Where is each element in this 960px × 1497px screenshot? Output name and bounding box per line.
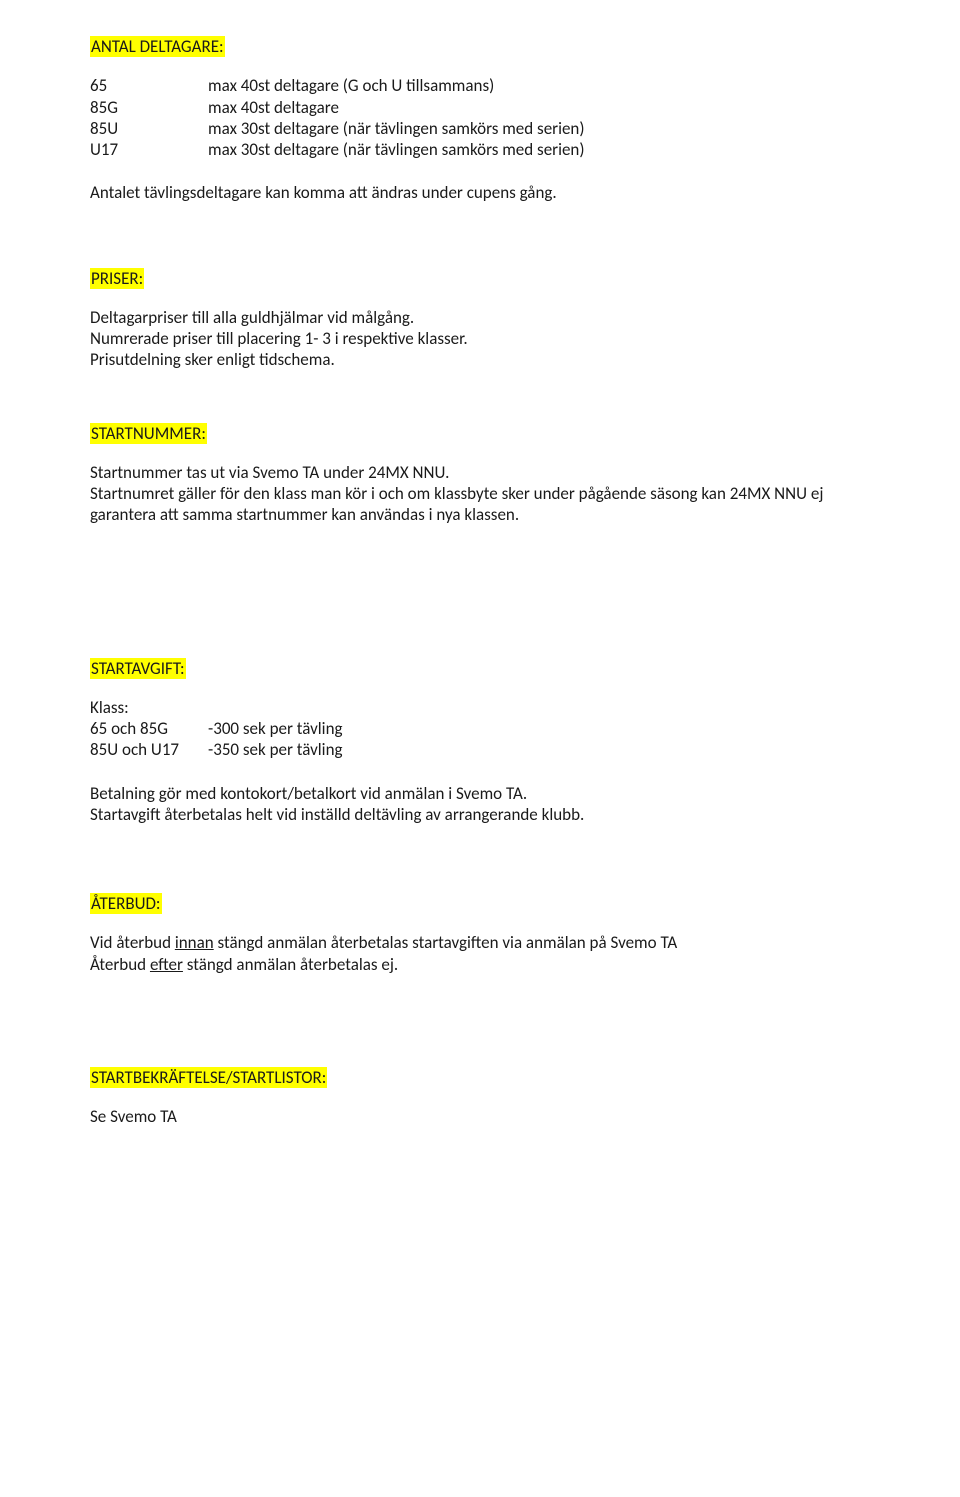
- section-heading-startavgift: STARTAVGIFT:: [90, 658, 870, 679]
- deltagare-rows: 65 max 40st deltagare (G och U tillsamma…: [90, 75, 870, 160]
- aterbud-line1: Vid återbud innan stängd anmälan återbet…: [90, 932, 870, 953]
- heading-text: ANTAL DELTAGARE:: [90, 36, 225, 57]
- aterbud-line2-post: stängd anmälan återbetalas ej.: [183, 954, 398, 975]
- aterbud-line2-pre: Återbud: [90, 954, 150, 975]
- deltagare-val: max 30st deltagare (när tävlingen samkör…: [208, 139, 870, 160]
- priser-line: Deltagarpriser till alla guldhjälmar vid…: [90, 307, 870, 328]
- heading-text: PRISER:: [90, 268, 144, 289]
- aterbud-line1-post: stängd anmälan återbetalas startavgiften…: [214, 932, 678, 953]
- deltagare-row: 85U max 30st deltagare (när tävlingen sa…: [90, 118, 870, 139]
- aterbud-line2: Återbud efter stängd anmälan återbetalas…: [90, 954, 870, 975]
- heading-text: STARTAVGIFT:: [90, 658, 186, 679]
- klass-label: Klass:: [90, 697, 870, 718]
- startavgift-note-line: Startavgift återbetalas helt vid inställ…: [90, 804, 870, 825]
- startnummer-line2: Startnumret gäller för den klass man kör…: [90, 483, 870, 526]
- section-heading-startbekraftelse: STARTBEKRÄFTELSE/STARTLISTOR:: [90, 1067, 870, 1088]
- section-heading-priser: PRISER:: [90, 268, 870, 289]
- deltagare-key: 85G: [90, 97, 208, 118]
- deltagare-row: U17 max 30st deltagare (när tävlingen sa…: [90, 139, 870, 160]
- fee-key: 65 och 85G: [90, 718, 208, 739]
- deltagare-key: U17: [90, 139, 208, 160]
- priser-line: Prisutdelning sker enligt tidschema.: [90, 349, 870, 370]
- aterbud-line2-underline: efter: [150, 954, 183, 975]
- deltagare-val: max 40st deltagare: [208, 97, 870, 118]
- startbekraftelse-line: Se Svemo TA: [90, 1106, 870, 1127]
- section-heading-aterbud: ÅTERBUD:: [90, 893, 870, 914]
- section-heading-antal-deltagare: ANTAL DELTAGARE:: [90, 36, 870, 57]
- fee-row: 85U och U17 -350 sek per tävling: [90, 739, 870, 760]
- deltagare-key: 85U: [90, 118, 208, 139]
- section-heading-startnummer: STARTNUMMER:: [90, 423, 870, 444]
- deltagare-note: Antalet tävlingsdeltagare kan komma att …: [90, 182, 870, 203]
- startavgift-note-line: Betalning gör med kontokort/betalkort vi…: [90, 783, 870, 804]
- deltagare-val: max 40st deltagare (G och U tillsammans): [208, 75, 870, 96]
- aterbud-line1-pre: Vid återbud: [90, 932, 175, 953]
- heading-text: ÅTERBUD:: [90, 893, 162, 914]
- aterbud-line1-underline: innan: [175, 932, 214, 953]
- fee-key: 85U och U17: [90, 739, 208, 760]
- deltagare-val: max 30st deltagare (när tävlingen samkör…: [208, 118, 870, 139]
- deltagare-row: 65 max 40st deltagare (G och U tillsamma…: [90, 75, 870, 96]
- priser-lines: Deltagarpriser till alla guldhjälmar vid…: [90, 307, 870, 371]
- heading-text: STARTBEKRÄFTELSE/STARTLISTOR:: [90, 1067, 327, 1088]
- heading-text: STARTNUMMER:: [90, 423, 207, 444]
- fee-val: -350 sek per tävling: [208, 739, 870, 760]
- startnummer-line1: Startnummer tas ut via Svemo TA under 24…: [90, 462, 870, 483]
- deltagare-key: 65: [90, 75, 208, 96]
- priser-line: Numrerade priser till placering 1- 3 i r…: [90, 328, 870, 349]
- fee-row: 65 och 85G -300 sek per tävling: [90, 718, 870, 739]
- deltagare-row: 85G max 40st deltagare: [90, 97, 870, 118]
- fee-val: -300 sek per tävling: [208, 718, 870, 739]
- fee-rows: 65 och 85G -300 sek per tävling 85U och …: [90, 718, 870, 761]
- startavgift-note-lines: Betalning gör med kontokort/betalkort vi…: [90, 783, 870, 826]
